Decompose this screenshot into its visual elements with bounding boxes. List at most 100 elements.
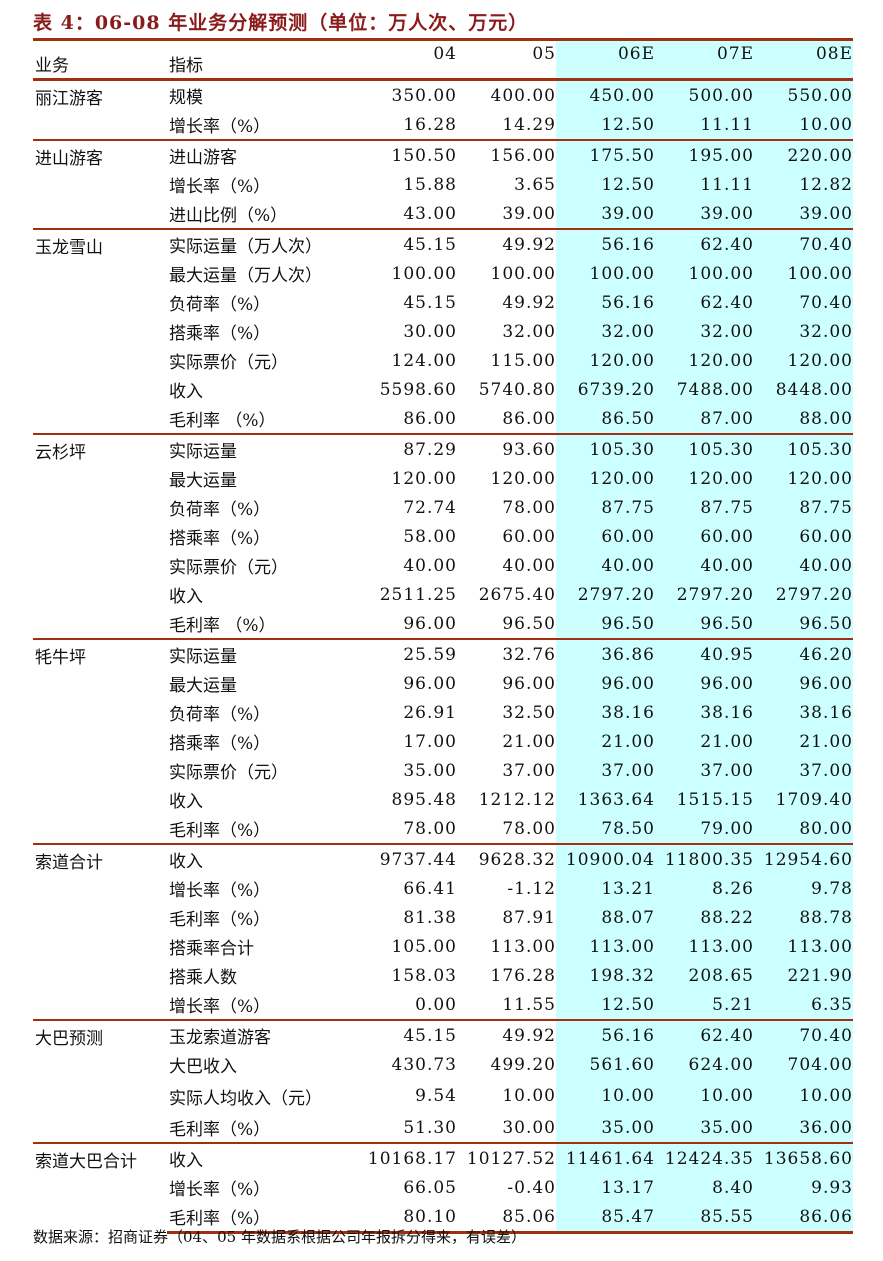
column-header: 05 [457, 38, 556, 81]
business-name: 索道合计 [33, 843, 167, 1020]
table-row: 负荷率（%） 72.74 78.00 87.75 87.75 87.75 [33, 493, 853, 522]
value-cell: 124.00 [391, 350, 457, 371]
table-row: 最大运量（万人次） 100.00 100.00 100.00 100.00 100.00 [33, 259, 853, 288]
indicator-label: 实际票价（元） [169, 353, 288, 373]
indicator-label: 收入 [169, 792, 203, 812]
value-cell: 208.65 [655, 961, 754, 990]
value-cell: 26.91 [403, 702, 457, 723]
value-cell: 78.50 [556, 814, 655, 844]
value-cell: 1363.64 [556, 785, 655, 814]
business-name: 牦牛坪 [33, 638, 167, 844]
table-row: 毛利率（%） 51.30 30.00 35.00 35.00 36.00 [33, 1113, 853, 1143]
value-cell: 32.00 [655, 317, 754, 346]
indicator-label: 毛利率（%） [169, 1120, 271, 1140]
indicator-label: 毛利率 （%） [169, 411, 276, 431]
value-cell: 37.00 [655, 756, 754, 785]
table-title: 表 4：06-08 年业务分解预测（单位：万人次、万元） [33, 12, 529, 34]
value-cell: 88.22 [655, 903, 754, 932]
value-cell: 56.16 [556, 228, 655, 259]
value-cell: 39.00 [502, 203, 556, 224]
value-cell: 78.00 [403, 818, 457, 839]
indicator-label: 增长率（%） [169, 881, 271, 901]
table-row: 负荷率（%） 26.91 32.50 38.16 38.16 38.16 [33, 698, 853, 727]
indicator-label: 增长率（%） [169, 177, 271, 197]
value-cell: 96.00 [502, 673, 556, 694]
value-cell: 3.65 [514, 174, 556, 195]
table-row: 收入 2511.25 2675.40 2797.20 2797.20 2797.20 [33, 580, 853, 609]
value-cell: 120.00 [556, 464, 655, 493]
value-cell: 70.40 [754, 228, 853, 259]
value-cell: 86.00 [502, 408, 556, 429]
table-row: 丽江游客 规模 350.00 400.00 450.00 500.00 550.00 [33, 79, 853, 110]
business-name: 云杉坪 [33, 433, 167, 639]
table-row: 最大运量 96.00 96.00 96.00 96.00 96.00 [33, 669, 853, 698]
value-cell: 30.00 [403, 321, 457, 342]
value-cell: 624.00 [655, 1050, 754, 1079]
value-cell: 350.00 [391, 85, 457, 106]
value-cell: 60.00 [754, 522, 853, 551]
value-cell: 8448.00 [754, 375, 853, 404]
indicator-label: 收入 [169, 587, 203, 607]
value-cell: 1212.12 [478, 789, 556, 810]
value-cell: 86.06 [754, 1202, 853, 1234]
value-cell: 120.00 [754, 464, 853, 493]
value-cell: 49.92 [457, 228, 556, 259]
table-row: 毛利率 （%） 96.00 96.50 96.50 96.50 96.50 [33, 609, 853, 639]
indicator-label: 负荷率（%） [169, 295, 271, 315]
value-cell: 79.00 [655, 814, 754, 844]
value-cell: 78.00 [502, 818, 556, 839]
value-cell: 120.00 [490, 468, 556, 489]
value-cell: 8.26 [655, 874, 754, 903]
value-cell: 80.00 [754, 814, 853, 844]
value-cell: 1709.40 [754, 785, 853, 814]
indicator-label: 搭乘率（%） [169, 734, 271, 754]
value-cell: 120.00 [754, 346, 853, 375]
value-cell: 220.00 [754, 139, 853, 170]
value-cell: 86.50 [556, 404, 655, 434]
indicator-label: 规模 [169, 88, 203, 108]
table-row: 实际票价（元） 35.00 37.00 37.00 37.00 37.00 [33, 756, 853, 785]
indicator-label: 实际人均收入（元） [169, 1088, 322, 1109]
table-row: 搭乘人数 158.03 176.28 198.32 208.65 221.90 [33, 961, 853, 990]
business-name: 进山游客 [33, 139, 167, 229]
value-cell: 120.00 [655, 346, 754, 375]
indicator-label: 最大运量（万人次） [169, 266, 322, 286]
value-cell: 13.17 [556, 1173, 655, 1202]
indicator-label: 收入 [169, 382, 203, 402]
value-cell: 21.00 [556, 727, 655, 756]
table-row: 增长率（%） 0.00 11.55 12.50 5.21 6.35 [33, 990, 853, 1020]
value-cell: 198.32 [556, 961, 655, 990]
indicator-label: 实际票价（元） [169, 558, 288, 578]
value-cell: 105.30 [754, 433, 853, 464]
value-cell: 195.00 [655, 139, 754, 170]
value-cell: 58.00 [403, 526, 457, 547]
value-cell: 17.00 [403, 731, 457, 752]
value-cell: 9628.32 [457, 843, 556, 874]
indicator-label: 玉龙索道游客 [167, 1019, 359, 1050]
value-cell: 37.00 [754, 756, 853, 785]
table-row: 搭乘率合计 105.00 113.00 113.00 113.00 113.00 [33, 932, 853, 961]
value-cell: 21.00 [502, 731, 556, 752]
value-cell: 62.40 [655, 288, 754, 317]
column-header: 06E [556, 38, 655, 81]
value-cell: 499.20 [490, 1054, 556, 1075]
table-row: 实际票价（元） 124.00 115.00 120.00 120.00 120.00 [33, 346, 853, 375]
value-cell: 88.78 [754, 903, 853, 932]
value-cell: 13658.60 [754, 1142, 853, 1173]
business-name: 索道大巴合计 [33, 1142, 167, 1233]
value-cell: 87.75 [556, 493, 655, 522]
value-cell: 11.11 [655, 110, 754, 140]
table-row: 毛利率（%） 81.38 87.91 88.07 88.22 88.78 [33, 903, 853, 932]
value-cell: 87.75 [754, 493, 853, 522]
table-row: 毛利率 （%） 86.00 86.00 86.50 87.00 88.00 [33, 404, 853, 434]
value-cell: 96.00 [403, 613, 457, 634]
table-row: 搭乘率（%） 17.00 21.00 21.00 21.00 21.00 [33, 727, 853, 756]
value-cell: 21.00 [754, 727, 853, 756]
value-cell: 1515.15 [655, 785, 754, 814]
value-cell: 2675.40 [478, 584, 556, 605]
value-cell: 62.40 [655, 228, 754, 259]
indicator-label: 搭乘人数 [169, 968, 237, 988]
value-cell: 120.00 [391, 468, 457, 489]
value-cell: 0.00 [415, 994, 457, 1015]
value-cell: 10.00 [655, 1079, 754, 1113]
